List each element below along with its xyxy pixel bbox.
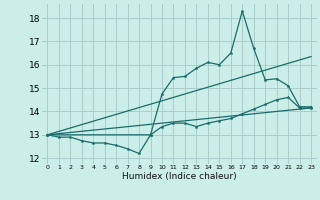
X-axis label: Humidex (Indice chaleur): Humidex (Indice chaleur) [122, 172, 236, 181]
